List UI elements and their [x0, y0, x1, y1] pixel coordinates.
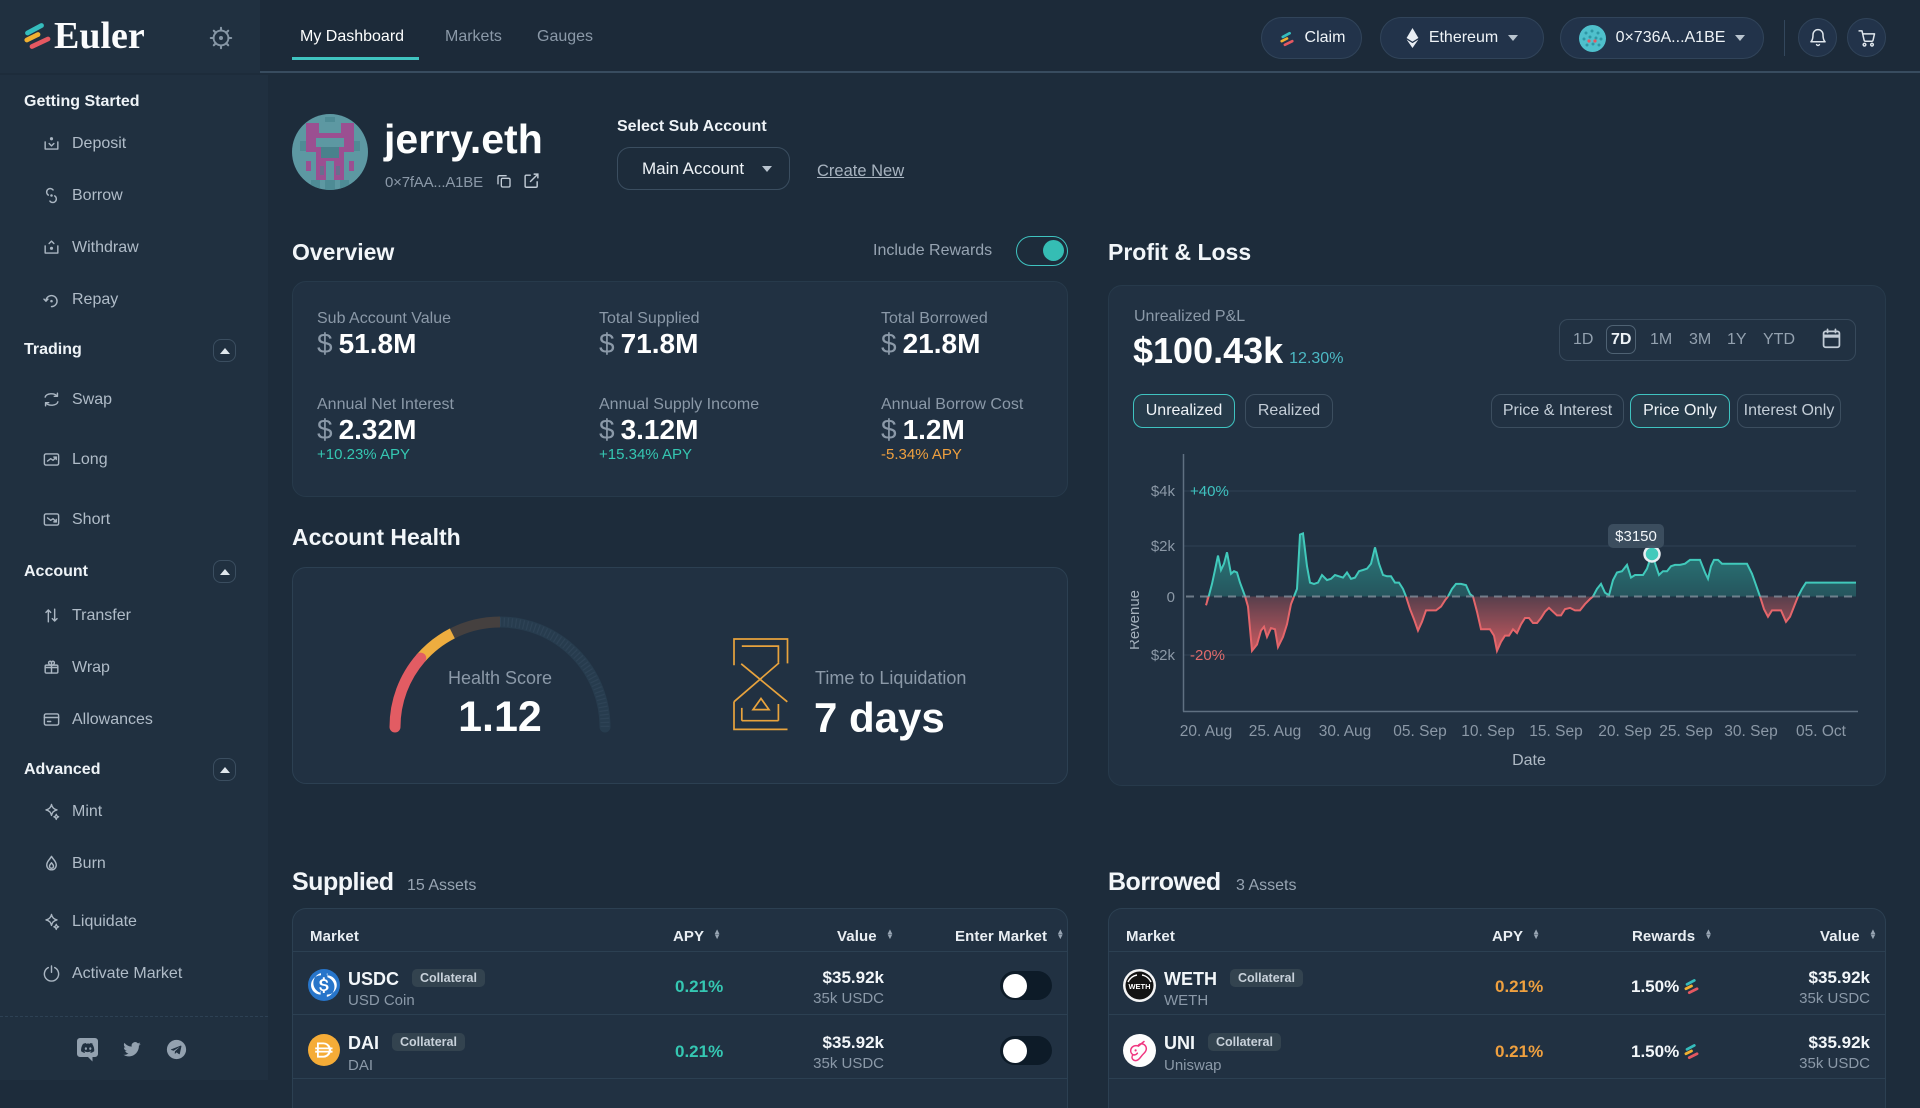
svg-text:Date: Date [1512, 752, 1546, 769]
svg-text:25. Sep: 25. Sep [1659, 723, 1712, 740]
svg-text:-20%: -20% [1190, 647, 1225, 664]
svg-text:05. Sep: 05. Sep [1393, 723, 1446, 740]
svg-text:20. Aug: 20. Aug [1180, 723, 1233, 740]
svg-text:25. Aug: 25. Aug [1249, 723, 1302, 740]
svg-text:+40%: +40% [1190, 483, 1229, 500]
svg-text:$2k: $2k [1151, 647, 1176, 664]
svg-text:10. Sep: 10. Sep [1461, 723, 1514, 740]
svg-text:05. Oct: 05. Oct [1796, 723, 1847, 740]
svg-text:0: 0 [1167, 589, 1175, 606]
svg-text:$3150: $3150 [1615, 528, 1657, 545]
svg-text:15. Sep: 15. Sep [1529, 723, 1582, 740]
svg-text:30. Aug: 30. Aug [1319, 723, 1372, 740]
svg-text:Revenue: Revenue [1130, 590, 1143, 650]
svg-text:20. Sep: 20. Sep [1598, 723, 1651, 740]
svg-text:$2k: $2k [1151, 538, 1176, 555]
svg-text:$4k: $4k [1151, 483, 1176, 500]
svg-text:WETH: WETH [1128, 982, 1150, 991]
svg-text:30. Sep: 30. Sep [1724, 723, 1777, 740]
